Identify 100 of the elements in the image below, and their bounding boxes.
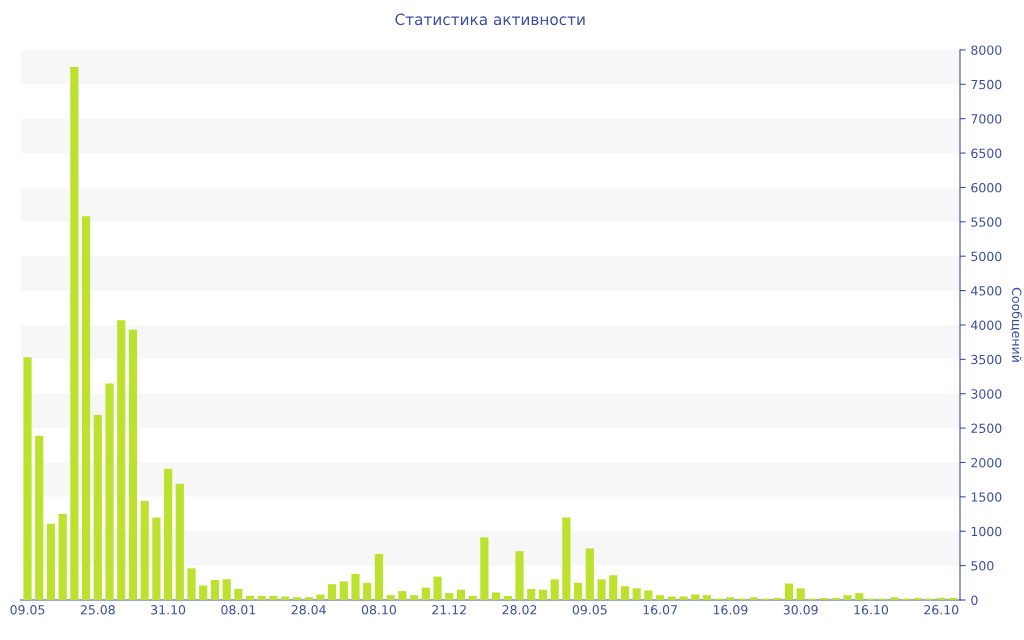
y-tick-label: 4500 xyxy=(971,286,1002,296)
bar xyxy=(351,573,360,600)
bar xyxy=(527,589,536,600)
bar xyxy=(492,592,501,600)
bar xyxy=(574,582,583,600)
bar xyxy=(234,589,243,600)
bar xyxy=(948,597,958,600)
bar xyxy=(245,595,255,600)
bar xyxy=(81,216,91,600)
bar xyxy=(503,595,512,600)
bar xyxy=(597,579,606,600)
x-tick-label: 16.10 xyxy=(854,605,889,615)
bar xyxy=(292,597,302,600)
y-tick-label: 7500 xyxy=(971,79,1002,90)
x-tick-label: 25.08 xyxy=(80,605,115,615)
bar xyxy=(538,589,548,600)
bar xyxy=(937,597,946,600)
bar xyxy=(93,415,102,600)
bar xyxy=(374,553,384,600)
bar xyxy=(23,357,32,600)
bar xyxy=(35,435,44,600)
bar xyxy=(656,595,665,600)
bar xyxy=(433,576,442,600)
bar xyxy=(702,595,712,600)
bar xyxy=(843,595,852,600)
x-tick-label: 08.10 xyxy=(361,605,397,615)
y-tick-label: 2500 xyxy=(971,423,1002,434)
y-axis-title: Сообщений xyxy=(1010,287,1022,362)
bar xyxy=(316,594,325,600)
y-tick-label: 3500 xyxy=(971,354,1002,365)
bar xyxy=(70,67,79,600)
bar xyxy=(210,580,220,600)
bar xyxy=(831,597,840,600)
bar xyxy=(796,588,805,600)
bar xyxy=(784,583,794,600)
y-tick-label: 4000 xyxy=(971,320,1002,330)
x-tick-label: 26.10 xyxy=(924,605,959,615)
bar xyxy=(128,329,138,600)
bar xyxy=(773,597,782,600)
bar xyxy=(820,597,829,600)
bar xyxy=(327,584,337,600)
bar xyxy=(175,483,184,600)
bar xyxy=(257,595,266,600)
bar xyxy=(562,517,571,600)
bar xyxy=(398,591,407,600)
y-tick-label: 5500 xyxy=(971,217,1002,227)
bar xyxy=(140,500,149,600)
bar xyxy=(585,548,594,600)
bar xyxy=(339,581,348,600)
bar xyxy=(515,551,524,600)
bar xyxy=(726,597,735,600)
y-tick-label: 3000 xyxy=(971,389,1002,399)
x-tick-label: 09.05 xyxy=(10,605,45,615)
bar xyxy=(363,582,372,600)
y-tick-label: 500 xyxy=(971,561,994,571)
bar xyxy=(117,320,126,600)
x-tick-label: 16.07 xyxy=(643,605,677,615)
bar xyxy=(691,594,700,600)
bar xyxy=(632,588,641,600)
bar xyxy=(421,587,430,600)
bar xyxy=(152,517,161,600)
bar xyxy=(855,593,864,600)
y-tick-label: 2000 xyxy=(971,457,1002,468)
bar xyxy=(58,514,67,600)
y-tick-label: 6500 xyxy=(971,148,1002,158)
bar xyxy=(468,595,477,600)
x-tick-label: 09.05 xyxy=(572,605,607,615)
bar xyxy=(386,595,395,600)
bar xyxy=(550,579,559,600)
bar xyxy=(609,575,618,600)
y-tick-label: 6000 xyxy=(971,182,1002,193)
y-tick-label: 7000 xyxy=(971,114,1002,124)
y-tick-label: 5000 xyxy=(971,251,1002,262)
bar xyxy=(480,537,489,600)
bar xyxy=(163,468,173,600)
x-tick-label: 16.09 xyxy=(713,605,748,615)
bar xyxy=(105,383,114,600)
x-tick-label: 28.02 xyxy=(502,605,537,615)
bar xyxy=(409,595,419,600)
bar xyxy=(269,595,278,600)
bar xyxy=(187,568,196,600)
y-tick-label: 1500 xyxy=(971,492,1002,502)
bar xyxy=(644,590,653,600)
y-tick-label: 0 xyxy=(971,595,978,605)
x-tick-label: 31.10 xyxy=(151,605,186,615)
bar xyxy=(304,597,313,600)
bar xyxy=(620,586,630,600)
chart-title: Статистика активности xyxy=(395,13,585,26)
bar xyxy=(199,585,208,600)
bar xyxy=(456,589,466,600)
x-tick-label: 30.09 xyxy=(783,605,818,615)
x-tick-label: 28.04 xyxy=(291,605,326,615)
bar xyxy=(679,596,688,600)
bar xyxy=(222,579,231,600)
bar xyxy=(890,597,899,600)
bar xyxy=(749,597,758,600)
bar xyxy=(46,523,56,600)
x-tick-label: 21.12 xyxy=(432,605,466,615)
y-tick-label: 1000 xyxy=(971,526,1002,537)
bar xyxy=(445,593,454,600)
